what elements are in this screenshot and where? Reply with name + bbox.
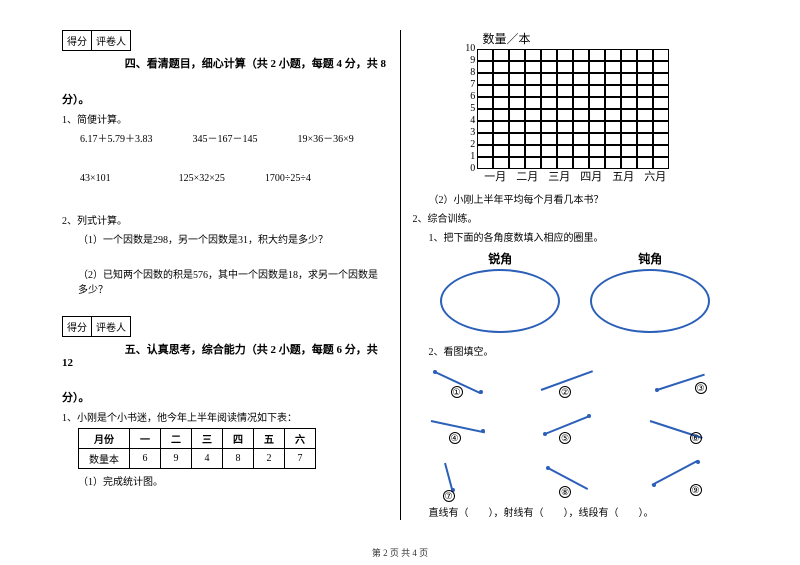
- x-2: 二月: [511, 171, 543, 183]
- page-footer: 第 2 页 共 4 页: [0, 546, 800, 559]
- calc-row-2: 43×101 125×32×25 1700÷25÷4: [80, 173, 388, 184]
- q1-label: 1、简便计算。: [62, 111, 388, 126]
- y-5: 5: [459, 103, 475, 115]
- expr-4: 43×101: [80, 173, 111, 184]
- td-2: 9: [161, 449, 192, 469]
- x-4: 四月: [575, 171, 607, 183]
- grader-label-2: 评卷人: [92, 317, 130, 336]
- x-1: 一月: [479, 171, 511, 183]
- grader-label: 评卷人: [92, 31, 130, 50]
- y-0: 0: [459, 163, 475, 175]
- th-2: 二: [161, 429, 192, 449]
- num-6: ⑥: [690, 432, 702, 444]
- num-1: ①: [451, 386, 463, 398]
- q2-label: 2、列式计算。: [62, 212, 388, 227]
- section-4-tail: 分）。: [62, 94, 90, 106]
- line-2: ②: [531, 364, 620, 402]
- y-6: 6: [459, 91, 475, 103]
- line-5: ⑤: [531, 412, 620, 450]
- q2: 2、综合训练。: [413, 210, 739, 225]
- td-1: 6: [130, 449, 161, 469]
- th-3: 三: [192, 429, 223, 449]
- num-2: ②: [559, 386, 571, 398]
- y-10: 10: [459, 43, 475, 55]
- line-6: ⑥: [640, 412, 729, 450]
- td-4: 8: [223, 449, 254, 469]
- expr-3: 19×36－36×9: [298, 130, 354, 145]
- section-5-title: 五、认真思考，综合能力（共 2 小题，每题 6 分，共 12: [62, 344, 378, 369]
- y-axis-labels: 10 9 8 7 6 5 4 3 2 1 0: [459, 43, 475, 175]
- acute-label: 锐角: [440, 250, 560, 267]
- q2a: 1、把下面的各角度数填入相应的圈里。: [429, 229, 739, 244]
- td-3: 4: [192, 449, 223, 469]
- num-5: ⑤: [559, 432, 571, 444]
- th-1: 一: [130, 429, 161, 449]
- reading-table: 月份 一 二 三 四 五 六 数量本 6 9 4 8 2 7: [78, 428, 316, 469]
- th-6: 六: [285, 429, 316, 449]
- expr-5: 125×32×25: [179, 173, 225, 184]
- expr-6: 1700÷25÷4: [265, 173, 311, 184]
- q2b: （2）已知两个因数的积是576，其中一个因数是18，求另一个因数是多少？: [78, 266, 388, 296]
- line-3: ③: [640, 364, 729, 402]
- y-3: 3: [459, 127, 475, 139]
- num-8: ⑧: [559, 486, 571, 498]
- obtuse-label: 钝角: [590, 250, 710, 267]
- x-6: 六月: [639, 171, 671, 183]
- acute-ellipse: [440, 269, 560, 333]
- th-4: 四: [223, 429, 254, 449]
- s5-q1: 1、小刚是个小书迷，他今年上半年阅读情况如下表：: [62, 409, 388, 424]
- th-5: 五: [254, 429, 285, 449]
- td-5: 2: [254, 449, 285, 469]
- q2a: （1）一个因数是298，另一个因数是31，积大约是多少？: [78, 231, 388, 246]
- x-5: 五月: [607, 171, 639, 183]
- line-4: ④: [423, 412, 512, 450]
- score-label-2: 得分: [63, 317, 92, 336]
- score-box: 得分 评卷人: [62, 30, 131, 51]
- angle-ellipses: 锐角 钝角: [413, 250, 739, 333]
- fill-blank: 直线有（ ），射线有（ ），线段有（ ）。: [429, 504, 739, 519]
- bar-chart: 数量／本 10 9 8 7 6 5 4 3 2 1 0 一月: [413, 30, 739, 183]
- chart-grid: 10 9 8 7 6 5 4 3 2 1 0 一月 二月 三月 四: [477, 49, 673, 183]
- num-3: ③: [695, 382, 707, 394]
- chart-y-title: 数量／本: [483, 30, 739, 47]
- obtuse-group: 钝角: [590, 250, 710, 333]
- expr-1: 6.17＋5.79＋3.83: [80, 130, 153, 145]
- lines-grid: ① ② ③ ④ ⑤: [423, 364, 729, 498]
- y-4: 4: [459, 115, 475, 127]
- td-qty: 数量本: [79, 449, 130, 469]
- td-6: 7: [285, 449, 316, 469]
- section-4-title: 四、看清题目，细心计算（共 2 小题，每题 4 分，共 8: [125, 58, 386, 70]
- num-9: ⑨: [690, 484, 702, 496]
- line-7: ⑦: [423, 460, 512, 498]
- score-box-2: 得分 评卷人: [62, 316, 131, 337]
- calc-row-1: 6.17＋5.79＋3.83 345－167－145 19×36－36×9: [80, 130, 388, 145]
- q1b: （2）小刚上半年平均每个月看几本书？: [429, 191, 739, 206]
- x-3: 三月: [543, 171, 575, 183]
- line-9: ⑨: [640, 460, 729, 498]
- y-9: 9: [459, 55, 475, 67]
- left-column: 得分 评卷人 四、看清题目，细心计算（共 2 小题，每题 4 分，共 8 分）。…: [50, 30, 401, 520]
- right-column: 数量／本 10 9 8 7 6 5 4 3 2 1 0 一月: [401, 30, 751, 520]
- line-8: ⑧: [531, 460, 620, 498]
- section-5-tail: 分）。: [62, 392, 90, 404]
- num-7: ⑦: [443, 490, 455, 502]
- y-8: 8: [459, 67, 475, 79]
- q2b: 2、看图填空。: [429, 343, 739, 358]
- y-2: 2: [459, 139, 475, 151]
- num-4: ④: [449, 432, 461, 444]
- line-1: ①: [423, 364, 512, 402]
- score-label: 得分: [63, 31, 92, 50]
- th-month: 月份: [79, 429, 130, 449]
- y-1: 1: [459, 151, 475, 163]
- expr-2: 345－167－145: [193, 130, 258, 145]
- obtuse-ellipse: [590, 269, 710, 333]
- acute-group: 锐角: [440, 250, 560, 333]
- s5-q1a: （1）完成统计图。: [78, 473, 388, 488]
- x-axis-labels: 一月 二月 三月 四月 五月 六月: [477, 171, 673, 183]
- y-7: 7: [459, 79, 475, 91]
